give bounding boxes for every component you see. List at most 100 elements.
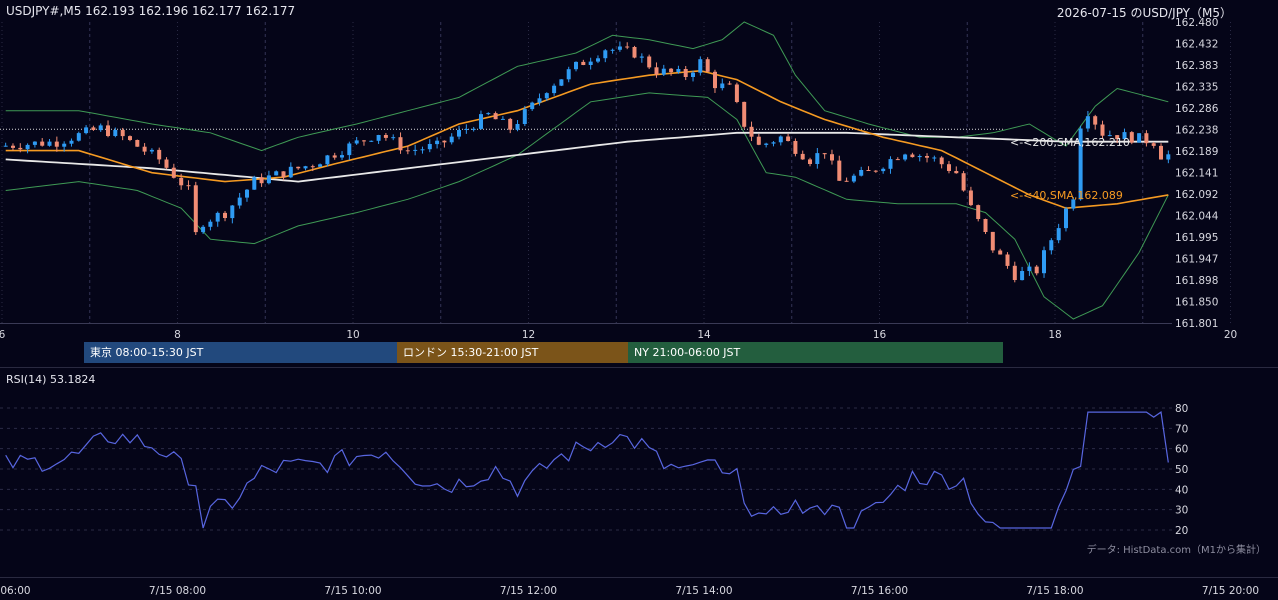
candle-body	[698, 59, 703, 73]
candle-body	[925, 156, 929, 158]
price-y-tick: 162.432	[1175, 38, 1218, 50]
candle-body	[1078, 128, 1083, 200]
candle-body	[354, 140, 359, 144]
candle-body	[376, 135, 381, 141]
price-x-tick: 8	[174, 329, 181, 341]
candle-body	[588, 61, 593, 65]
candle-body	[749, 126, 754, 137]
candle-body	[479, 114, 483, 129]
candle-body	[1093, 116, 1098, 125]
candle-body	[661, 68, 666, 75]
candle-body	[259, 177, 264, 184]
candle-body	[413, 149, 418, 151]
candle-body	[581, 61, 586, 65]
candle-body	[764, 143, 769, 145]
candle-body	[3, 145, 8, 147]
price-y-tick: 162.335	[1175, 81, 1218, 93]
price-x-tick: 20	[1224, 329, 1237, 341]
candle-body	[1049, 240, 1054, 251]
candle-body	[266, 175, 271, 184]
candle-body	[968, 190, 973, 206]
candle-body	[1100, 124, 1105, 136]
sma200-label: <-<200,SMA,162.210	[1010, 136, 1130, 149]
price-y-tick: 161.947	[1175, 253, 1218, 265]
candle-body	[91, 127, 96, 130]
time-axis-tick: 7/15 16:00	[851, 585, 908, 597]
candle-body	[537, 98, 542, 103]
price-x-tick: 12	[522, 329, 535, 341]
candle-body	[676, 69, 681, 73]
price-y-tick: 161.995	[1175, 232, 1218, 244]
price-y-tick: 161.801	[1175, 318, 1218, 330]
candle-body	[647, 56, 652, 68]
candle-body	[1034, 266, 1039, 274]
rsi-y-tick: 70	[1175, 423, 1188, 435]
candle-body	[866, 170, 871, 171]
candle-body	[149, 149, 154, 152]
candle-body	[873, 170, 878, 172]
rsi-y-tick: 20	[1175, 525, 1188, 537]
candle-body	[442, 140, 447, 143]
rsi-y-tick: 60	[1175, 444, 1188, 456]
candle-body	[128, 136, 132, 140]
candle-body	[32, 141, 37, 145]
candle-body	[398, 137, 403, 151]
candle-body	[734, 84, 739, 102]
candle-body	[18, 147, 23, 150]
candle-body	[1071, 199, 1076, 209]
candle-body	[274, 171, 279, 176]
rsi-y-tick: 50	[1175, 464, 1188, 476]
candle-body	[157, 149, 162, 160]
candle-body	[822, 153, 827, 155]
candle-body	[910, 154, 915, 158]
candle-body	[1129, 132, 1134, 143]
candle-body	[230, 205, 235, 219]
candle-body	[610, 49, 615, 51]
candle-body	[142, 146, 147, 152]
candle-body	[654, 67, 659, 75]
candle-body	[1027, 266, 1032, 271]
candle-body	[208, 221, 213, 227]
candle-body	[223, 212, 227, 218]
candle-body	[1115, 135, 1120, 140]
candle-body	[332, 155, 337, 158]
time-axis-tick: 7/15 06:00	[0, 585, 31, 597]
candle-body	[998, 250, 1003, 255]
candle-body	[171, 167, 176, 178]
session-ny: NY 21:00-06:00 JST	[628, 342, 1003, 363]
candle-body	[340, 155, 344, 158]
candle-body	[888, 159, 893, 169]
candle-body	[427, 144, 432, 150]
candle-body	[976, 205, 981, 219]
candle-body	[793, 141, 798, 154]
rsi-label: RSI(14) 53.1824	[6, 373, 96, 386]
time-axis-tick: 7/15 14:00	[675, 585, 732, 597]
candle-body	[25, 144, 30, 150]
candle-body	[530, 102, 535, 110]
candle-body	[120, 130, 125, 137]
sma40-label: <-<40,SMA,162.089	[1010, 189, 1123, 202]
candle-body	[54, 141, 59, 147]
candle-body	[683, 69, 688, 77]
candle-body	[186, 185, 191, 187]
candle-body	[771, 142, 776, 144]
candle-body	[1159, 145, 1163, 160]
rsi-y-tick: 30	[1175, 505, 1188, 517]
candle-body	[954, 171, 959, 174]
candle-body	[596, 58, 600, 62]
price-y-tick: 162.044	[1175, 210, 1219, 222]
candle-body	[1151, 143, 1156, 146]
candle-body	[435, 140, 440, 145]
candle-body	[574, 61, 578, 70]
rsi-line	[5, 411, 1169, 529]
price-x-tick: 14	[697, 329, 711, 341]
candle-body	[932, 157, 937, 159]
price-y-tick: 162.189	[1175, 146, 1218, 158]
candle-body	[383, 135, 388, 138]
chart-title: 2026-07-15 のUSD/JPY（M5）	[1056, 6, 1232, 20]
candle-body	[1085, 116, 1090, 129]
candle-body	[830, 154, 834, 161]
candle-body	[742, 101, 747, 127]
candle-body	[391, 137, 396, 139]
